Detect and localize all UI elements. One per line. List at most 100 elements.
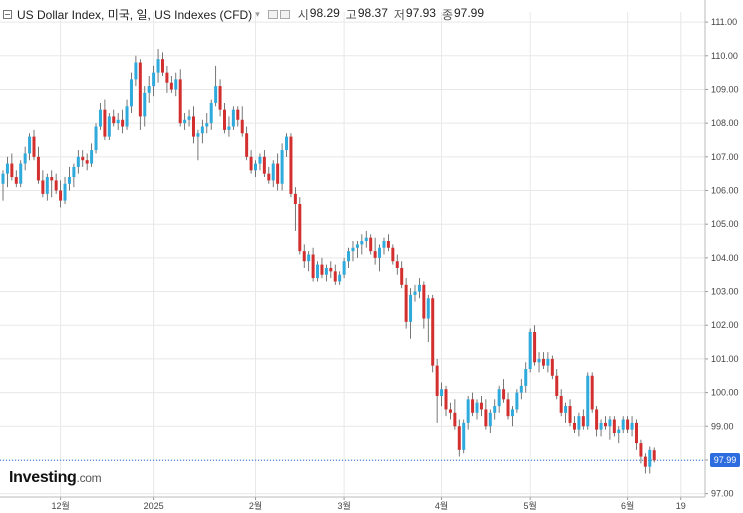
candle (324, 264, 328, 282)
candle (160, 52, 164, 76)
candle (196, 129, 200, 161)
candle (183, 113, 187, 130)
y-tick-label: 100.00 (711, 388, 739, 398)
y-tick-label: 110.00 (711, 51, 738, 61)
candle-body (484, 409, 488, 427)
candle-body (289, 136, 293, 194)
candle (386, 234, 390, 252)
candle-body (311, 254, 315, 279)
eye-icon[interactable] (279, 9, 290, 19)
candle-body (10, 163, 14, 178)
candle-body (134, 62, 138, 80)
candle (280, 143, 284, 191)
y-tick-label: 103.00 (711, 287, 739, 297)
candle-body (590, 375, 594, 410)
x-tick-label: 2025 (144, 501, 164, 511)
ohlc-open: 시 98.29 (298, 6, 340, 23)
candle (143, 86, 147, 127)
candle (187, 109, 191, 127)
candle (191, 106, 195, 144)
candle-body (386, 241, 390, 248)
candle-body (435, 365, 439, 396)
candle-body (187, 116, 191, 120)
collapse-icon[interactable] (3, 9, 12, 19)
candle (364, 230, 368, 248)
candle (577, 412, 581, 437)
candle (471, 392, 475, 417)
y-tick-label: 104.00 (711, 253, 739, 263)
candle-body (559, 395, 563, 413)
candle (112, 109, 116, 127)
candle-body (5, 163, 9, 174)
candle (555, 369, 559, 400)
candle (572, 416, 576, 434)
candle (227, 116, 231, 137)
candle (497, 385, 501, 413)
candle-body (174, 79, 178, 90)
candle-body (19, 163, 23, 184)
candle (506, 392, 510, 420)
ohlc-high-value: 98.37 (357, 5, 388, 20)
candle (431, 294, 435, 373)
candle (254, 160, 258, 178)
candle (648, 446, 652, 474)
candle-body (355, 244, 359, 248)
logo-suffix: .com (76, 471, 102, 485)
candle-body (373, 251, 377, 258)
candle (475, 399, 479, 420)
candle-body (54, 180, 58, 191)
candle (311, 247, 315, 282)
candle (457, 419, 461, 457)
candle (10, 153, 14, 181)
candle (94, 123, 98, 154)
candle-body (537, 358, 541, 363)
candle-body (32, 136, 36, 157)
candle (404, 278, 408, 329)
candle-body (519, 385, 523, 393)
investing-logo: Investing.com (9, 469, 102, 487)
candle (546, 352, 550, 373)
candle-body (404, 284, 408, 322)
candle (32, 129, 36, 161)
candle (466, 395, 470, 430)
candle-body (223, 109, 226, 130)
ohlc-open-label: 시 (297, 7, 309, 22)
y-tick-label: 109.00 (711, 84, 739, 94)
chevron-down-icon[interactable]: ▾ (255, 8, 260, 19)
candle-body (112, 116, 116, 124)
candle-body (617, 429, 621, 434)
candle (174, 72, 178, 97)
candle (50, 170, 54, 198)
candle (98, 102, 102, 130)
y-tick-label: 101.00 (711, 354, 739, 364)
candle (218, 79, 222, 117)
candle (537, 352, 541, 373)
candle-body (152, 72, 156, 87)
candle (541, 352, 545, 370)
candle (262, 150, 266, 178)
candle (14, 170, 18, 188)
x-tick-label: 12월 (51, 500, 69, 511)
candle (612, 416, 616, 437)
candle (333, 264, 337, 285)
candle (550, 355, 554, 380)
y-tick-label: 106.00 (711, 186, 739, 196)
candle-body (652, 450, 656, 461)
candle (116, 113, 120, 130)
ohlc-low: 저 97.93 (394, 6, 436, 23)
candle (617, 426, 621, 444)
candle (595, 406, 599, 437)
candle-body (391, 247, 395, 262)
candle (599, 419, 603, 437)
y-tick-label: 107.00 (711, 152, 739, 162)
x-tick-label: 2월 (249, 500, 262, 511)
candle (107, 113, 111, 140)
candle-body (45, 177, 49, 194)
candle-body (581, 416, 585, 427)
candle (338, 271, 342, 285)
candle-body (293, 193, 297, 204)
candle-body (50, 177, 54, 181)
settings-icon[interactable] (267, 9, 278, 19)
candle-body (280, 150, 284, 184)
candle (634, 419, 638, 450)
